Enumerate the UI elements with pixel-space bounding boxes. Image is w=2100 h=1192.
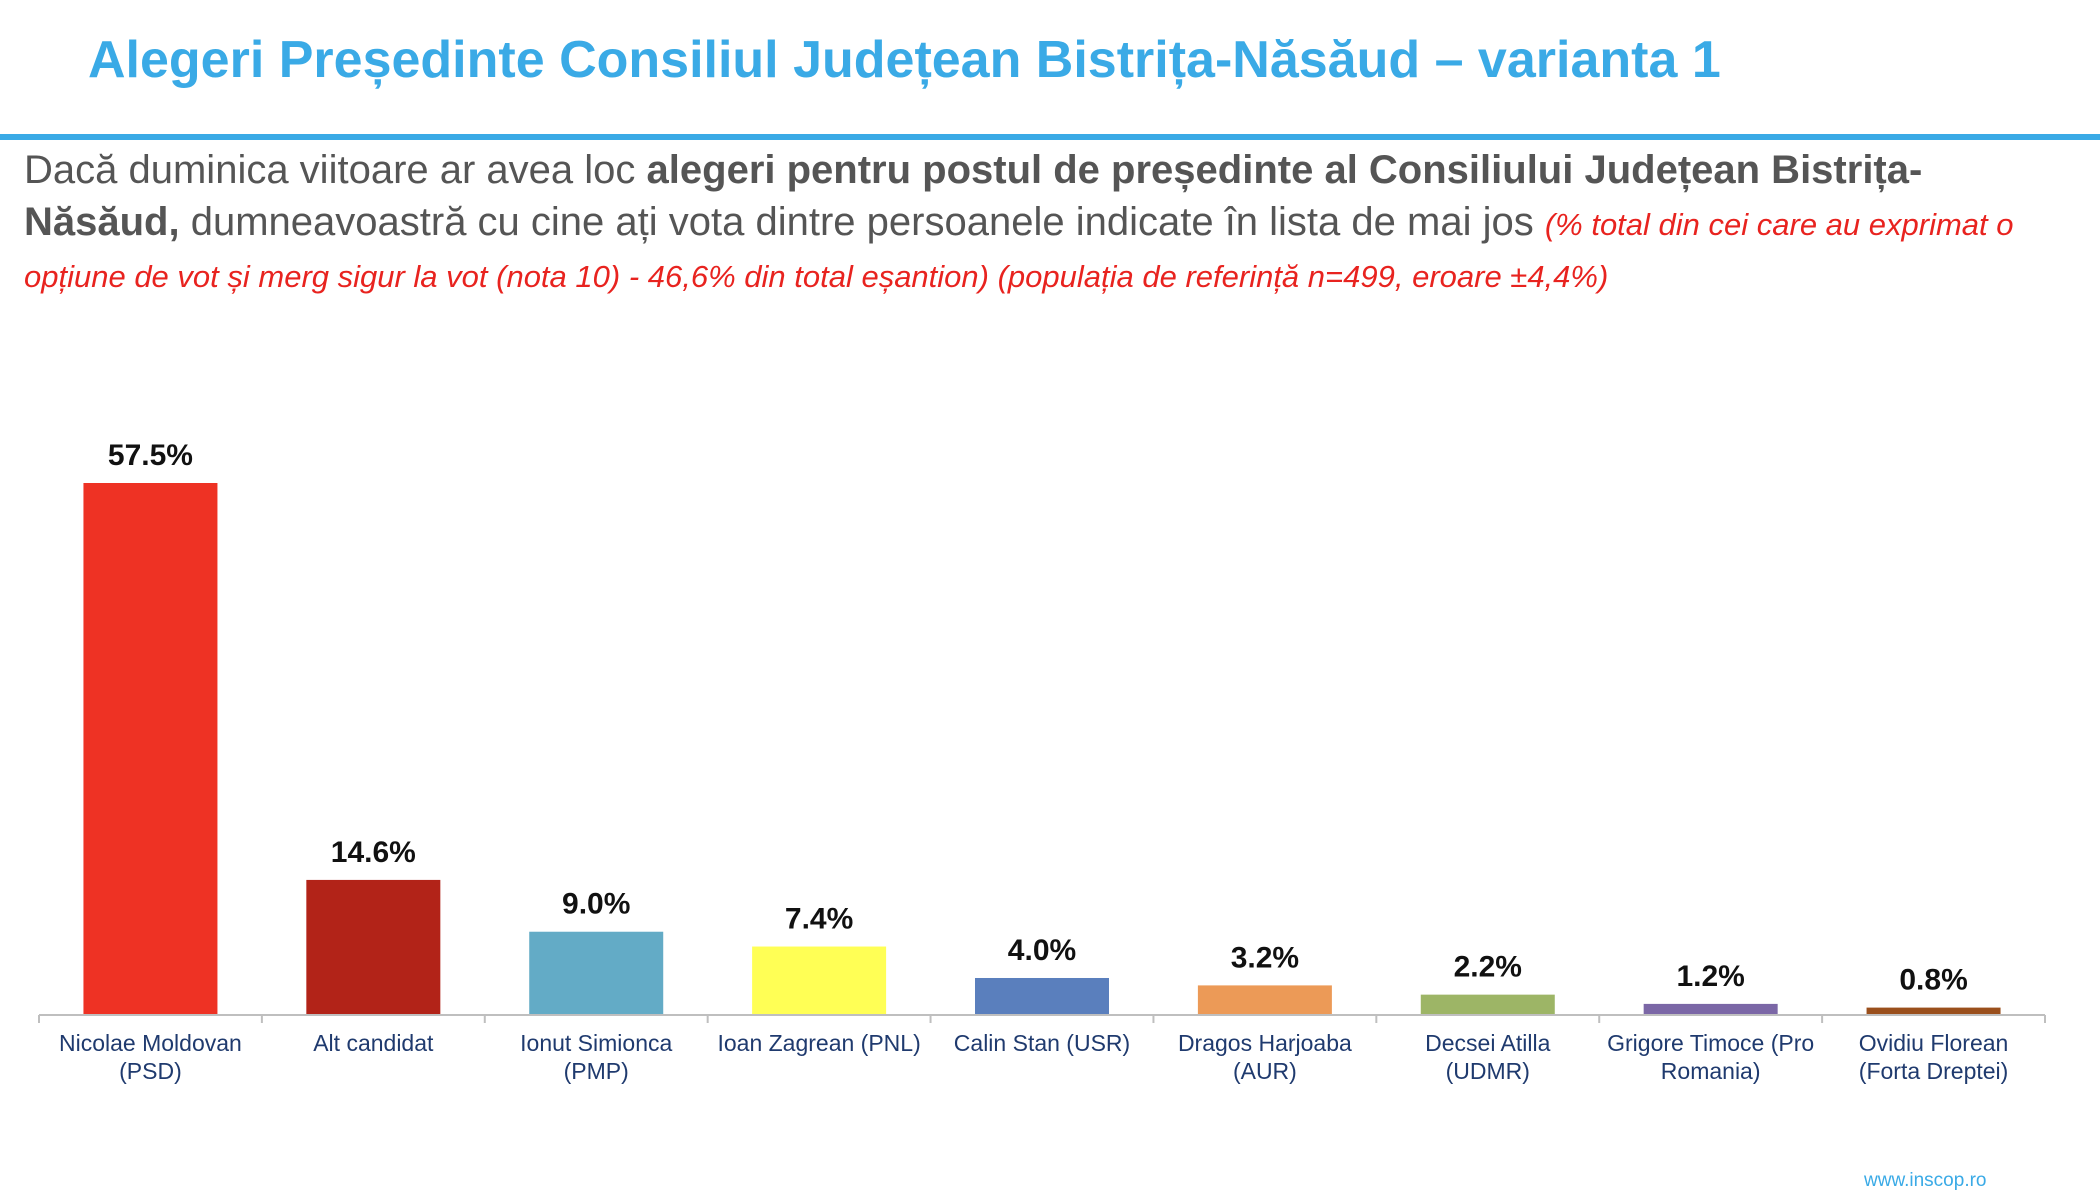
bar	[1197, 985, 1332, 1015]
category-label: Ionut Simionca (PMP)	[520, 1030, 672, 1084]
category-label: Nicolae Moldovan (PSD)	[59, 1030, 242, 1084]
category-label: Calin Stan (USR)	[954, 1030, 1130, 1056]
bars-group	[83, 483, 2001, 1015]
title-divider	[0, 134, 2100, 140]
question-rest: dumneavoastră cu cine ați vota dintre pe…	[179, 200, 1545, 244]
category-label: Alt candidat	[313, 1030, 434, 1056]
value-labels-group: 57.5% 14.6% 9.0% 7.4% 4.0% 3.2% 2.2% 1.2% 0.8%	[108, 439, 1968, 997]
category-label: Ioan Zagrean (PNL)	[717, 1030, 920, 1056]
category-label: Dragos Harjoaba (AUR)	[1178, 1030, 1352, 1084]
value-label: 9.0%	[562, 888, 630, 921]
category-label: Decsei Atilla (UDMR)	[1425, 1030, 1550, 1084]
bar	[83, 483, 218, 1015]
bar	[1643, 1003, 1778, 1015]
footer-url: www.inscop.ro	[1864, 1170, 1987, 1191]
bar	[306, 879, 441, 1015]
category-label: Ovidiu Florean (Forta Dreptei)	[1859, 1030, 2009, 1084]
survey-question: Dacă duminica viitoare ar avea loc alege…	[24, 144, 2064, 300]
value-label: 3.2%	[1231, 941, 1299, 974]
page-title: Alegeri Președinte Consiliul Județean Bi…	[88, 31, 1721, 89]
question-bold: alegeri pentru postul de președinte al C…	[24, 148, 1923, 244]
category-label: Grigore Timoce (Pro Romania)	[1607, 1030, 1814, 1084]
bar	[1420, 994, 1555, 1015]
value-label: 4.0%	[1008, 934, 1076, 967]
question-lead: Dacă duminica viitoare ar avea loc	[24, 148, 647, 192]
bar	[1866, 1007, 2001, 1015]
category-labels-group: Nicolae Moldovan (PSD) Alt candidat Ionut S…	[59, 1030, 2008, 1084]
value-label: 7.4%	[785, 903, 853, 936]
question-note: (% total din cei care au exprimat o opți…	[24, 207, 2014, 294]
bar	[529, 931, 664, 1015]
x-axis-ticks	[38, 1015, 2046, 1023]
value-label: 57.5%	[108, 439, 193, 472]
value-label: 14.6%	[331, 836, 416, 869]
value-label: 0.8%	[1899, 964, 1967, 997]
bar	[752, 946, 887, 1015]
value-label: 1.2%	[1676, 960, 1744, 993]
value-label: 2.2%	[1454, 951, 1522, 984]
bar	[975, 977, 1109, 1015]
